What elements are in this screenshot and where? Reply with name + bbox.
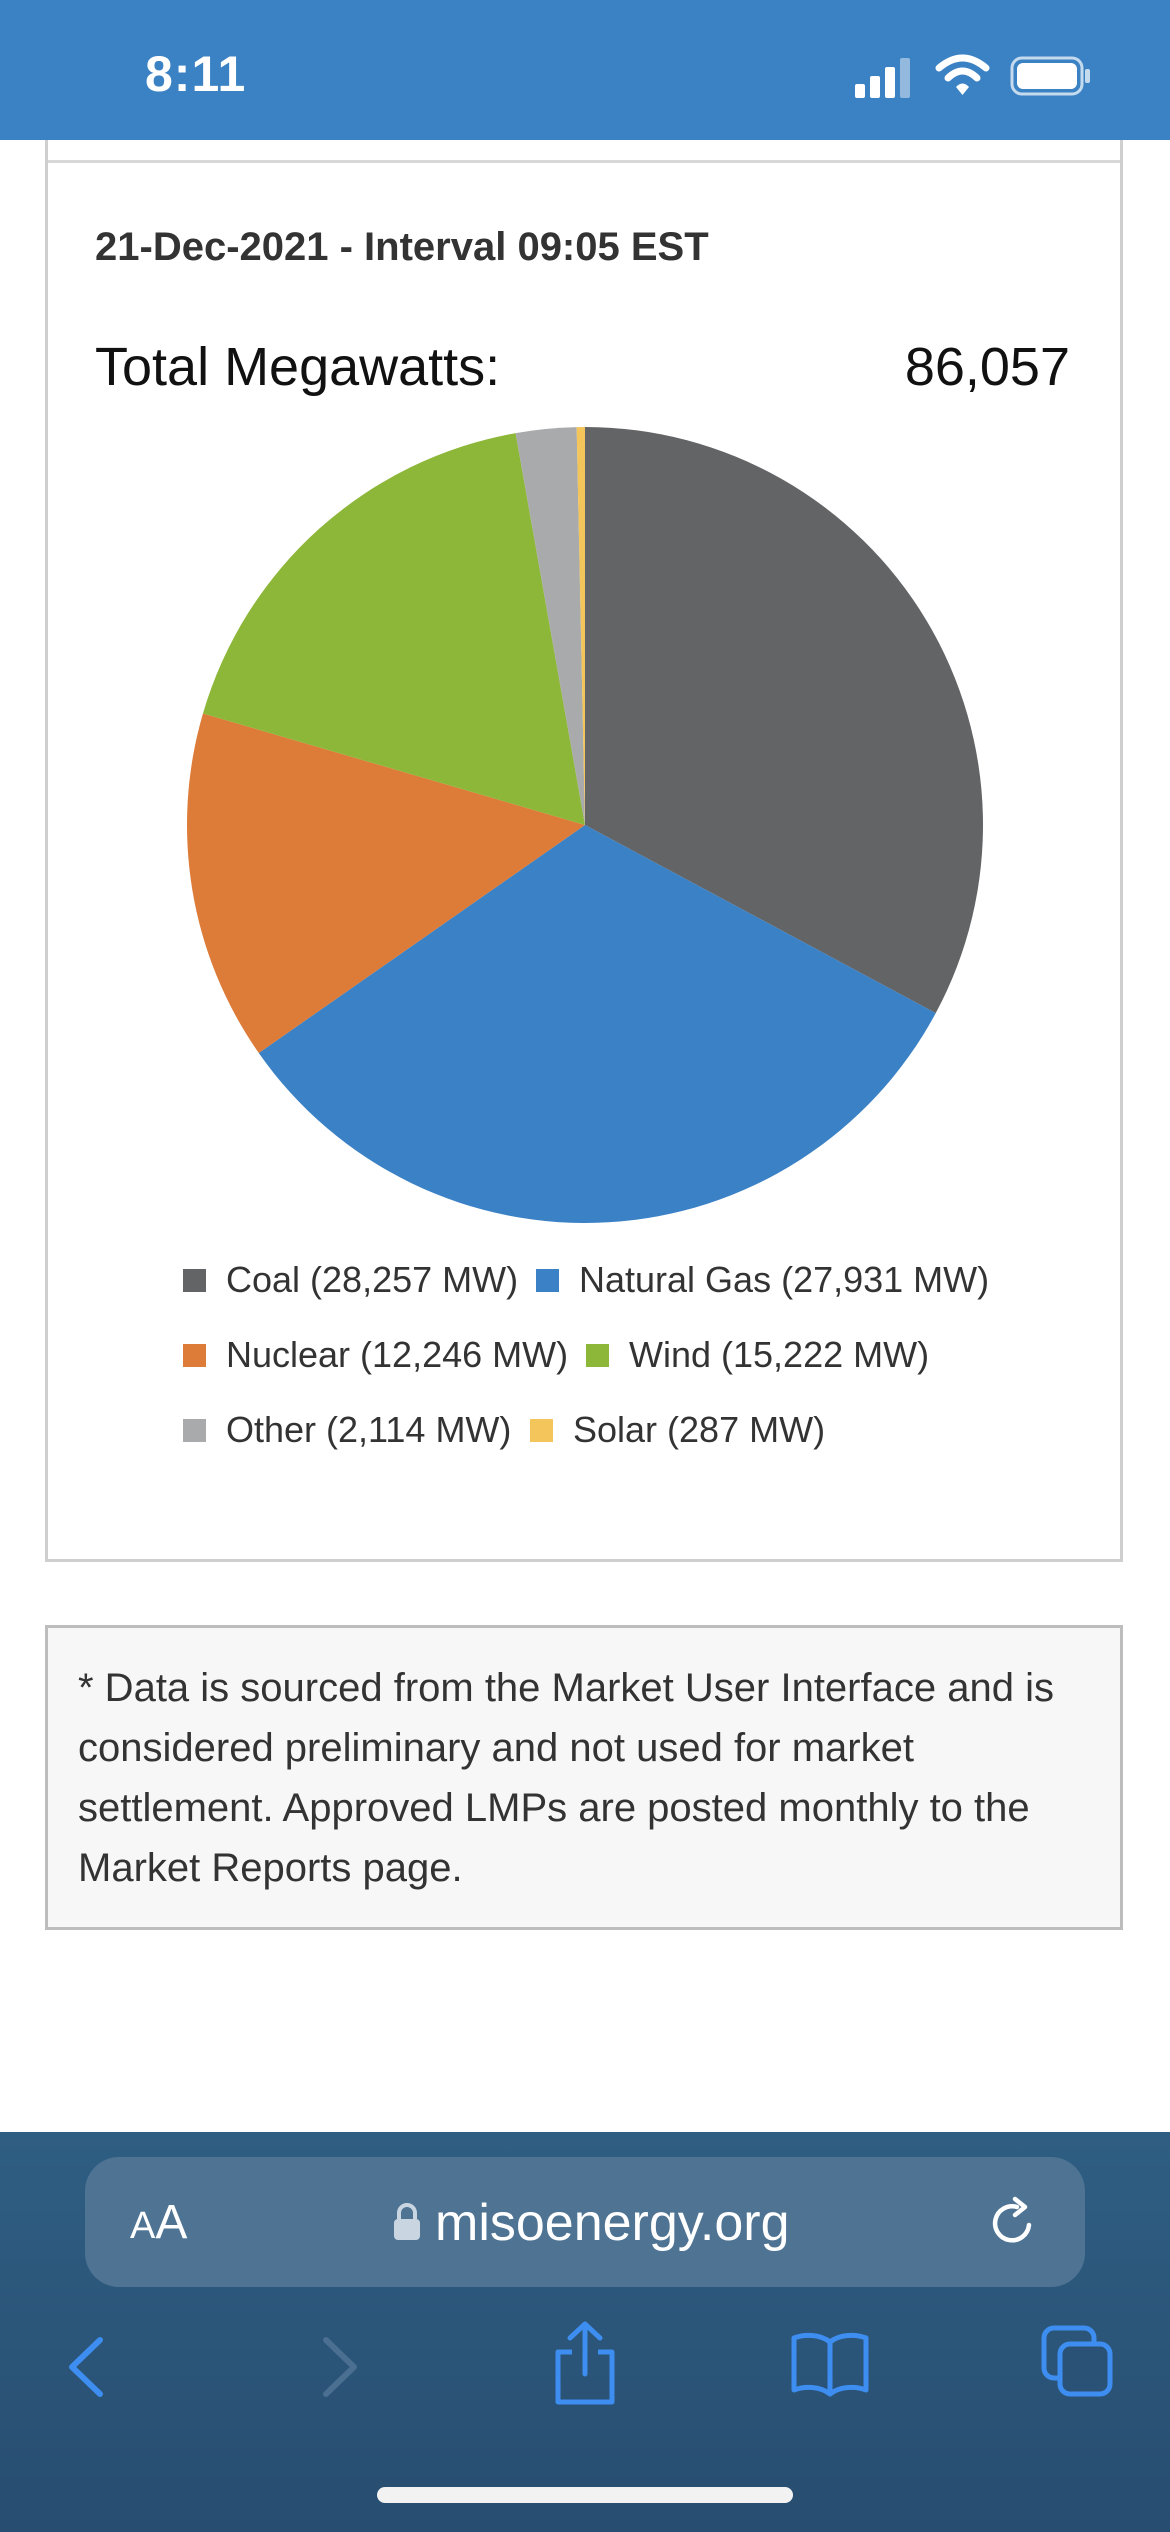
legend-item-natural-gas[interactable]: Natural Gas (27,931 MW): [536, 1250, 989, 1310]
legend-swatch-coal: [183, 1268, 206, 1292]
legend-label-coal: Coal (28,257 MW): [226, 1259, 519, 1300]
battery-icon: [1010, 56, 1090, 96]
legend-swatch-nuclear: [183, 1343, 206, 1367]
address-bar[interactable]: AA misoenergy.org: [85, 2157, 1085, 2287]
legend-item-wind[interactable]: Wind (15,222 MW): [586, 1325, 929, 1385]
home-indicator: [377, 2487, 793, 2503]
aa-big-label: A: [155, 2196, 188, 2249]
legend-label-solar: Solar (287 MW): [573, 1409, 826, 1450]
fuel-mix-card: 21-Dec-2021 - Interval 09:05 EST Total M…: [45, 140, 1123, 1562]
share-icon[interactable]: [550, 2320, 620, 2406]
legend-item-nuclear[interactable]: Nuclear (12,246 MW): [183, 1325, 568, 1385]
cellular-signal-icon: [855, 58, 910, 98]
legend-label-other: Other (2,114 MW): [226, 1409, 512, 1450]
total-megawatts-value: 86,057: [904, 337, 1070, 397]
url-text[interactable]: misoenergy.org: [435, 2194, 790, 2252]
legend-swatch-solar: [530, 1418, 553, 1442]
data-disclaimer-box: * Data is sourced from the Market User I…: [45, 1625, 1123, 1930]
reload-icon[interactable]: [985, 2195, 1041, 2251]
pie-slice-natural-gas[interactable]: [258, 825, 936, 1223]
pie-slice-coal[interactable]: [585, 427, 984, 1014]
pie-slice-other[interactable]: [515, 427, 585, 825]
status-bar: 8:11: [0, 0, 1170, 140]
legend-row: Coal (28,257 MW) Natural Gas (27,931 MW): [48, 1250, 1120, 1310]
tabs-icon[interactable]: [1040, 2324, 1114, 2398]
total-megawatts-label: Total Megawatts:: [95, 337, 501, 397]
chevron-left-icon[interactable]: [62, 2332, 112, 2402]
book-icon[interactable]: [790, 2328, 870, 2398]
legend-swatch-natural-gas: [536, 1268, 559, 1292]
reader-settings-button[interactable]: AA: [130, 2195, 187, 2250]
pie-slice-nuclear[interactable]: [187, 713, 586, 1053]
fuel-mix-pie-chart: [187, 427, 984, 1223]
legend-label-nuclear: Nuclear (12,246 MW): [226, 1334, 569, 1375]
pie-slice-solar[interactable]: [576, 427, 585, 825]
legend-label-wind: Wind (15,222 MW): [629, 1334, 930, 1375]
data-disclaimer-text: * Data is sourced from the Market User I…: [78, 1666, 1054, 1890]
wifi-icon: [935, 54, 990, 95]
lock-icon: [394, 2203, 420, 2240]
chevron-right-icon[interactable]: [314, 2332, 364, 2402]
pie-slice-wind[interactable]: [202, 433, 585, 825]
legend-swatch-wind: [586, 1343, 609, 1367]
interval-title: 21-Dec-2021 - Interval 09:05 EST: [95, 225, 709, 269]
aa-small-label: A: [130, 2205, 156, 2247]
browser-toolbar: AA misoenergy.org: [0, 2132, 1170, 2532]
legend-row: Other (2,114 MW) Solar (287 MW): [48, 1400, 1120, 1460]
legend-row: Nuclear (12,246 MW) Wind (15,222 MW): [48, 1325, 1120, 1385]
legend-item-other[interactable]: Other (2,114 MW): [183, 1400, 511, 1460]
legend-item-coal[interactable]: Coal (28,257 MW): [183, 1250, 518, 1310]
status-time: 8:11: [145, 46, 247, 102]
legend-swatch-other: [183, 1418, 206, 1442]
legend-label-natural-gas: Natural Gas (27,931 MW): [579, 1259, 990, 1300]
legend-item-solar[interactable]: Solar (287 MW): [530, 1400, 825, 1460]
divider: [48, 160, 1120, 163]
